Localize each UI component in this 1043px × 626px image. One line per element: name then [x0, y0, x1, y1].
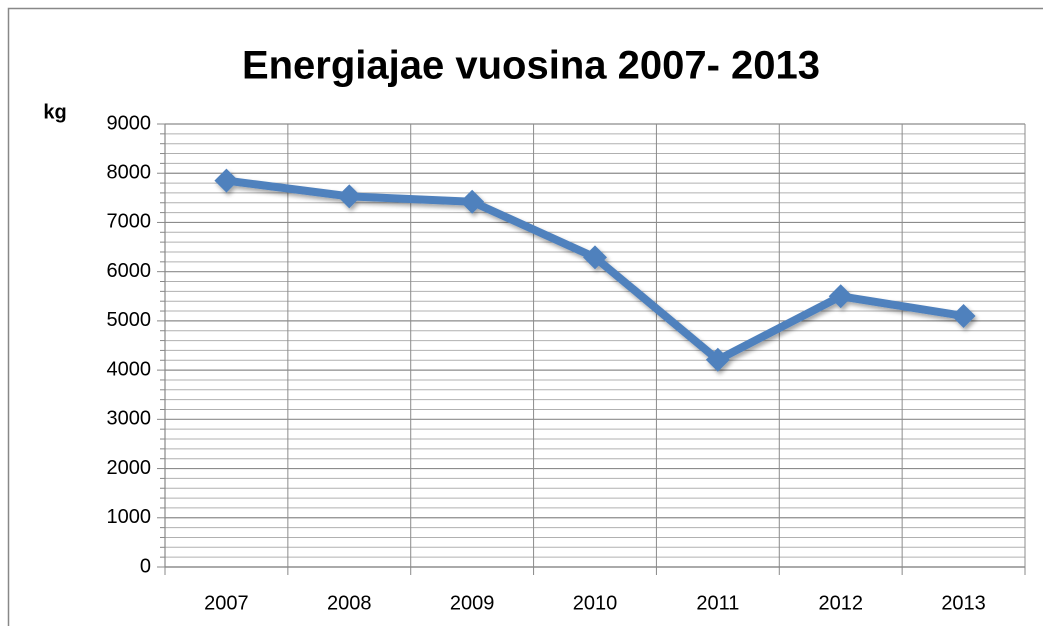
x-tick-label: 2008: [327, 592, 372, 614]
marker: [337, 184, 362, 209]
x-tick-label: 2011: [696, 592, 739, 614]
series: [214, 168, 976, 372]
y-tick-label: 6000: [107, 260, 152, 282]
y-tick-label: 7000: [107, 211, 152, 233]
y-tick-label: 4000: [107, 358, 152, 380]
y-tick-label: 5000: [107, 309, 152, 331]
y-tick-label: 2000: [107, 457, 152, 479]
x-tick-label: 2009: [450, 592, 495, 614]
chart-title: Energiajae vuosina 2007- 2013: [242, 44, 820, 88]
y-tick-label: 3000: [107, 408, 152, 430]
marker: [583, 245, 607, 270]
y-tick-label: 1000: [107, 506, 152, 528]
marker: [460, 189, 485, 214]
marker: [705, 347, 730, 372]
x-tick-label: 2007: [204, 592, 249, 614]
chart-border: [7, 7, 1043, 626]
y-tick-label: 9000: [107, 112, 152, 134]
x-tick-label: 2012: [818, 592, 863, 614]
marker: [951, 303, 976, 328]
marker: [828, 284, 853, 309]
x-tick-label: 2013: [941, 592, 986, 614]
y-tick-label: 8000: [107, 162, 152, 184]
y-axis-label: kg: [43, 101, 66, 123]
x-tick-label: 2010: [573, 592, 618, 614]
marker: [214, 168, 239, 193]
y-tick-label: 0: [140, 555, 151, 577]
